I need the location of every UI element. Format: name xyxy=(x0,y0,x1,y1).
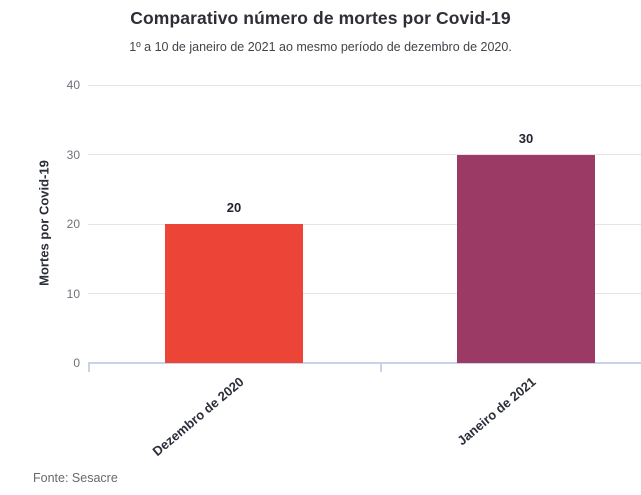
bar-value-label: 20 xyxy=(226,200,242,215)
y-tick-label: 0 xyxy=(73,356,80,370)
x-axis-tick xyxy=(88,363,90,372)
x-axis-line xyxy=(88,362,641,364)
bar-janeiro-de-2021 xyxy=(457,154,595,363)
x-category-label: Dezembro de 2020 xyxy=(149,374,247,459)
chart-subtitle: 1º a 10 de janeiro de 2021 ao mesmo perí… xyxy=(129,40,512,54)
gridline xyxy=(88,154,641,155)
bar-dezembro-de-2020 xyxy=(165,224,303,363)
x-axis-tick xyxy=(380,363,382,372)
y-tick-label: 40 xyxy=(66,78,80,92)
source-note: Fonte: Sesacre xyxy=(33,471,118,485)
y-tick-label: 20 xyxy=(66,217,80,231)
gridline xyxy=(88,84,641,86)
y-tick-label: 10 xyxy=(66,286,80,301)
y-tick-label: 30 xyxy=(66,147,80,162)
gridline xyxy=(88,293,641,294)
gridline xyxy=(88,223,641,225)
chart-title: Comparativo número de mortes por Covid-1… xyxy=(130,8,511,28)
bar-value-label: 30 xyxy=(518,130,534,146)
x-category-label: Janeiro de 2021 xyxy=(454,374,539,449)
